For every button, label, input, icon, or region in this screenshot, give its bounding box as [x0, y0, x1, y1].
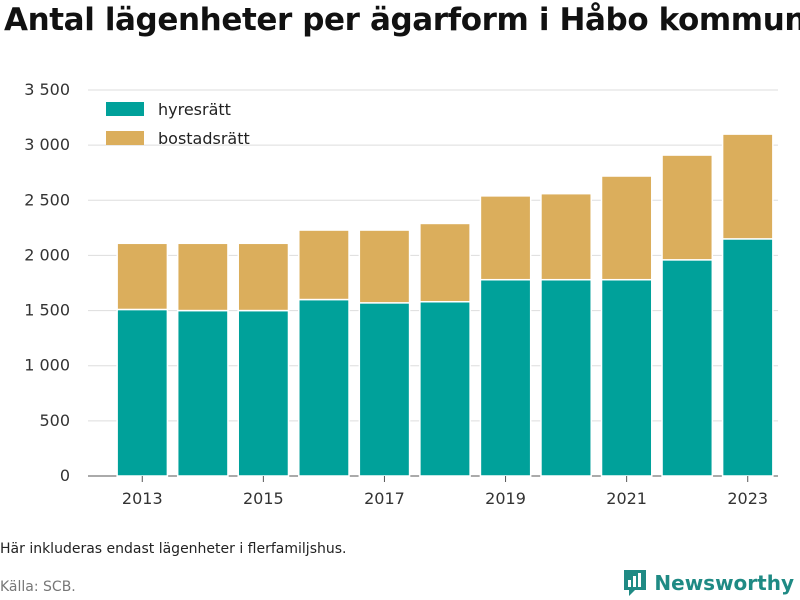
y-tick-label: 2 000	[24, 245, 70, 264]
bar-hyresratt-2023	[721, 238, 774, 477]
bar-bostadsratt-2022	[661, 154, 714, 261]
bar-bostadsratt-2016	[298, 229, 350, 301]
y-tick-label: 3 500	[24, 80, 70, 99]
bar-hyresratt-2014	[176, 309, 229, 477]
bar-hyresratt-2018	[419, 300, 471, 477]
bar-bostadsratt-2021	[600, 175, 653, 281]
x-tick-label: 2023	[727, 489, 768, 508]
bar-bostadsratt-2018	[419, 222, 471, 303]
legend-swatch	[106, 131, 144, 145]
y-tick-label: 0	[60, 466, 70, 485]
y-tick-label: 500	[39, 411, 70, 430]
x-tick-label: 2017	[364, 489, 405, 508]
x-axis: 2013 2015 2017 2019 2021 2023	[122, 476, 768, 508]
newsworthy-logo: Newsworthy	[622, 568, 794, 598]
y-axis: 0 500 1 000 1 500 2 000 2 500 3 000 3 500	[24, 80, 70, 485]
chart-title: Antal lägenheter per ägarform i Håbo kom…	[4, 2, 800, 38]
legend: hyresrätt bostadsrätt	[106, 100, 250, 148]
x-tick-label: 2021	[606, 489, 647, 508]
newsworthy-icon	[624, 570, 647, 596]
bars	[116, 133, 774, 477]
bar-hyresratt-2015	[237, 309, 290, 477]
source-text: Källa: SCB.	[0, 579, 76, 595]
y-tick-label: 1 500	[24, 301, 70, 320]
bar-bostadsratt-2023	[721, 133, 774, 240]
bar-hyresratt-2016	[298, 298, 350, 477]
bar-hyresratt-2013	[116, 308, 169, 477]
legend-swatch	[106, 102, 144, 116]
legend-label: hyresrätt	[158, 100, 231, 119]
bar-bostadsratt-2015	[237, 242, 290, 312]
bar-hyresratt-2019	[479, 278, 532, 477]
bar-hyresratt-2017	[358, 302, 411, 477]
legend-label: bostadsrätt	[158, 129, 250, 148]
bar-hyresratt-2022	[661, 259, 714, 477]
x-tick-label: 2019	[485, 489, 526, 508]
y-tick-label: 2 500	[24, 190, 70, 209]
bar-bostadsratt-2014	[176, 242, 229, 312]
bar-bostadsratt-2013	[116, 242, 169, 311]
y-tick-label: 3 000	[24, 135, 70, 154]
bar-hyresratt-2020	[540, 278, 592, 477]
bar-bostadsratt-2020	[540, 192, 592, 281]
bar-hyresratt-2021	[600, 278, 653, 477]
x-tick-label: 2013	[122, 489, 163, 508]
y-tick-label: 1 000	[24, 356, 70, 375]
bar-bostadsratt-2017	[358, 229, 411, 304]
bar-bostadsratt-2019	[479, 195, 532, 281]
x-tick-label: 2015	[243, 489, 284, 508]
brand-name: Newsworthy	[654, 571, 794, 595]
footnote: Här inkluderas endast lägenheter i flerf…	[0, 541, 347, 557]
